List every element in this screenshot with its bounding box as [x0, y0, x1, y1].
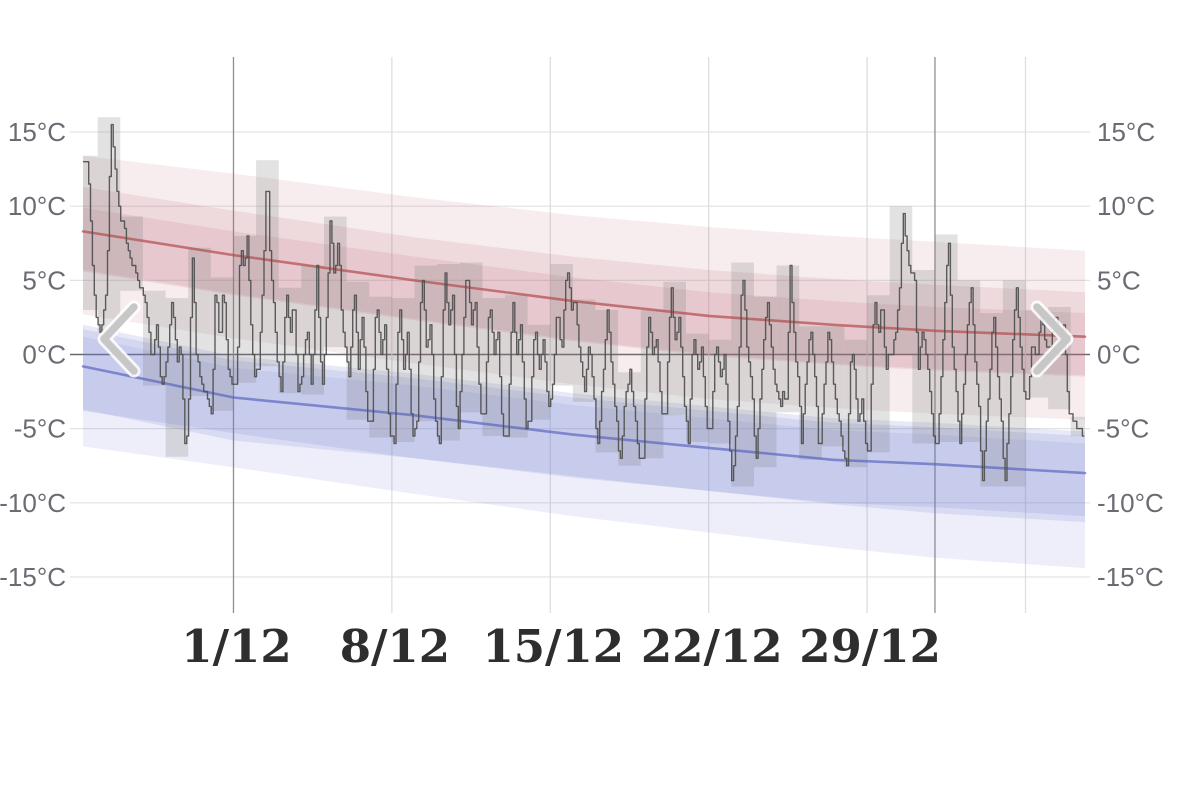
y-axis-label: 0°C [1097, 340, 1141, 370]
x-axis-label: 8/12 [340, 620, 450, 673]
y-axis-label: -15°C [1097, 562, 1164, 592]
daily-range-bar [482, 298, 505, 436]
normal-low-band [83, 329, 1085, 523]
daily-range-bar [437, 264, 460, 441]
normal-high-band [83, 186, 1085, 377]
chevron-right-icon[interactable] [1030, 300, 1074, 378]
y-axis-label: 15°C [1097, 117, 1155, 147]
y-axis-label: -5°C [14, 414, 66, 444]
y-axis-left-labels: 15°C 10°C 5°C 0°C -5°C -10°C -15°C [0, 117, 66, 592]
chevron-left-icon-icon [100, 303, 138, 375]
x-axis-label: 29/12 [799, 620, 941, 673]
daily-range-bar [663, 281, 686, 416]
chevron-right-icon-icon [1033, 303, 1071, 375]
core-low-band [83, 324, 1085, 517]
x-axis-label: 15/12 [482, 620, 624, 673]
daily-range-bar [369, 296, 392, 438]
x-axis-label: 1/12 [181, 620, 291, 673]
y-axis-right-labels: 15°C 10°C 5°C 0°C -5°C -10°C -15°C [1097, 117, 1164, 592]
y-axis-label: -15°C [0, 562, 66, 592]
daily-range-bar [618, 372, 641, 466]
y-axis-label: 0°C [22, 340, 66, 370]
y-axis-label: 10°C [8, 191, 66, 221]
observed-temperature-line [83, 123, 1085, 482]
average-low-line [81, 365, 1087, 475]
daily-range-bar [799, 326, 822, 460]
daily-range-bar [867, 295, 890, 453]
daily-range-bar [459, 262, 483, 413]
y-axis-label: 10°C [1097, 191, 1155, 221]
y-axis-label: 15°C [8, 117, 66, 147]
record-low-band [83, 336, 1085, 569]
y-axis-label: -10°C [0, 488, 66, 518]
record-high-band [83, 155, 1085, 420]
daily-range-bar [912, 270, 935, 444]
x-axis-labels: 1/12 8/12 15/12 22/12 29/12 [181, 620, 941, 673]
y-axis-label: -10°C [1097, 488, 1164, 518]
x-axis-label: 22/12 [641, 620, 783, 673]
y-axis-label: 5°C [1097, 265, 1141, 295]
y-axis-label: 5°C [22, 265, 66, 295]
daily-range-bar [210, 277, 234, 411]
daily-range-bar [165, 298, 189, 457]
daily-range-bar [120, 216, 143, 291]
chevron-left-icon[interactable] [97, 300, 141, 378]
y-axis-label: -5°C [1097, 414, 1149, 444]
daily-range-bar [143, 290, 166, 386]
